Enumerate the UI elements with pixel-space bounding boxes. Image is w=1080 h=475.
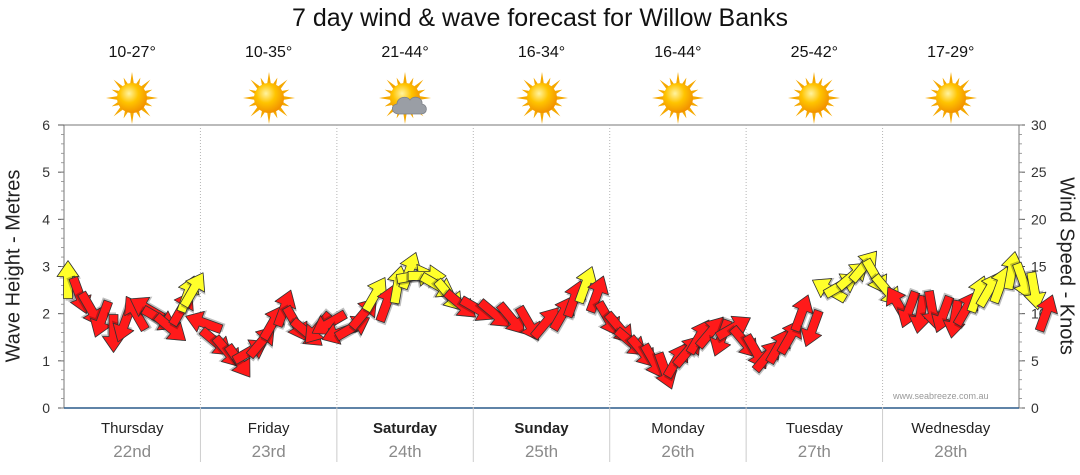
wind-arrow — [150, 312, 187, 342]
wind-arrow-shape — [585, 275, 609, 314]
wind-arrow-shape — [1023, 271, 1047, 311]
sun-icon — [106, 72, 159, 124]
right-tick-label: 15 — [1031, 259, 1047, 275]
watermark: www.seabreeze.com.au — [893, 391, 989, 401]
day-name-label: Tuesday — [785, 420, 843, 437]
day-name-label: Thursday — [100, 420, 164, 437]
sun-icon — [651, 72, 704, 124]
right-tick-label: 20 — [1031, 211, 1047, 227]
left-axis-label: Wave Height - Metres — [2, 169, 25, 363]
sun-icon — [788, 72, 841, 124]
day-name-label: Friday — [247, 420, 290, 437]
day-date-label: 22nd — [113, 442, 152, 461]
plot-frame — [63, 124, 1020, 409]
day-temperature-range: 16-44° — [654, 44, 702, 61]
right-axis-label: Wind Speed - Knots — [1055, 177, 1078, 355]
wind-arrow-shape — [1034, 294, 1058, 333]
wind-arrow — [799, 306, 824, 347]
day-date-label: 27th — [797, 442, 831, 461]
wind-arrow — [89, 297, 113, 338]
chart-title: 7 day wind & wave forecast for Willow Ba… — [291, 4, 789, 32]
wind-arrow — [574, 266, 599, 307]
wind-arrow — [185, 310, 226, 334]
wind-arrow-shape — [185, 310, 224, 334]
day-temperature-range: 10-27° — [108, 44, 156, 61]
wind-arrow-shape — [790, 294, 814, 333]
day-date-label: 24th — [388, 442, 422, 461]
sun-icon — [242, 72, 295, 124]
right-tick-label: 30 — [1031, 117, 1047, 133]
left-tick-label: 6 — [42, 117, 50, 133]
right-tick-label: 5 — [1031, 353, 1039, 369]
wind-arrow-shape — [153, 312, 187, 342]
wind-arrow-shape — [800, 308, 824, 347]
right-tick-label: 25 — [1031, 164, 1047, 180]
wind-arrow — [941, 297, 966, 339]
day-name-label: Saturday — [372, 420, 438, 437]
sun-icon — [924, 72, 977, 124]
wind-arrow-shape — [179, 272, 206, 309]
day-name-label: Monday — [651, 420, 705, 437]
left-tick-label: 4 — [42, 211, 50, 227]
day-name-label: Wednesday — [911, 420, 991, 437]
wind-arrow — [790, 294, 815, 335]
left-tick-label: 1 — [42, 353, 50, 369]
wind-arrow — [1034, 294, 1059, 335]
wind-arrow — [907, 292, 932, 334]
day-temperature-range: 25-42° — [790, 44, 838, 61]
left-tick-label: 5 — [42, 164, 50, 180]
day-date-label: 26th — [661, 442, 695, 461]
wind-arrow — [179, 272, 206, 311]
day-date-label: 25th — [524, 442, 559, 461]
day-temperature-range: 10-35° — [244, 44, 293, 61]
left-tick-label: 0 — [42, 400, 50, 416]
sun-icon — [515, 72, 568, 124]
day-name-label: Sunday — [514, 420, 569, 437]
wind-arrow-shape — [942, 299, 966, 339]
day-date-label: 23rd — [251, 442, 286, 461]
right-tick-label: 0 — [1031, 400, 1039, 416]
left-tick-label: 2 — [42, 306, 50, 322]
wind-arrow — [1021, 269, 1047, 311]
day-date-label: 28th — [934, 442, 968, 461]
day-temperature-range: 21-44° — [381, 44, 429, 61]
partly-cloudy-icon — [379, 72, 432, 124]
left-tick-label: 3 — [42, 259, 50, 275]
day-temperature-range: 16-34° — [517, 44, 566, 61]
day-temperature-range: 17-29° — [927, 44, 975, 61]
wind-arrow — [585, 275, 610, 316]
